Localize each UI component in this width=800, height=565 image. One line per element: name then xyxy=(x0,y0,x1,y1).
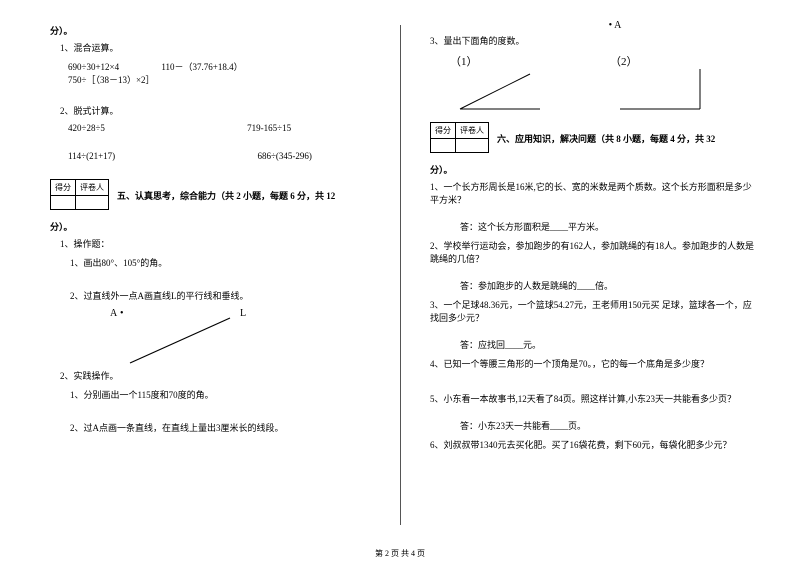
a3-ans: 答：应找回____元。 xyxy=(460,338,760,351)
q3-title: 3、量出下面角的度数。 xyxy=(430,34,760,47)
op2-s2: 2、过A点画一条直线，在直线上量出3厘米长的线段。 xyxy=(70,421,370,434)
grader-label: 评卷人 xyxy=(76,180,109,196)
op2-s1: 1、分别画出一个115度和70度的角。 xyxy=(70,388,370,401)
section5-header: 得分评卷人 五、认真思考，综合能力（共 2 小题，每题 6 分，共 12 xyxy=(50,179,370,210)
q2-row1: 420÷28÷5 719-165÷15 xyxy=(68,123,370,133)
angle-row: （1） （2） xyxy=(450,53,760,114)
expr: 686÷(345-296) xyxy=(257,151,311,161)
dot-icon: • xyxy=(120,308,124,319)
q1-expressions: 690÷30+12×4 110－（37.76+18.4） 750÷［（38－13… xyxy=(68,60,370,86)
a1-q: 1、一个长方形周长是16米,它的长、宽的米数是两个质数。这个长方形面积是多少平方… xyxy=(430,180,760,206)
expr: 110－（37.76+18.4） xyxy=(161,60,242,73)
page-footer: 第 2 页 共 4 页 xyxy=(0,548,800,559)
point-a-label: A xyxy=(110,308,117,319)
section6-header: 得分评卷人 六、应用知识，解决问题（共 8 小题，每题 4 分，共 32 xyxy=(430,122,760,153)
a2-q: 2、学校举行运动会，参加跑步的有162人，参加跳绳的有18人。参加跑步的人数是跳… xyxy=(430,239,760,265)
grader-cell xyxy=(76,196,109,210)
angle2-svg xyxy=(610,69,710,114)
expr: 750÷［（38－13）×2］ xyxy=(68,73,155,86)
score-box: 得分评卷人 xyxy=(50,179,109,210)
q2-row2: 114÷(21+17) 686÷(345-296) xyxy=(68,151,370,161)
angle1-svg xyxy=(450,69,550,114)
q2-title: 2、脱式计算。 xyxy=(60,104,370,117)
section6-title: 六、应用知识，解决问题（共 8 小题，每题 4 分，共 32 xyxy=(497,122,715,145)
paren1: （1） xyxy=(450,53,610,69)
line-svg xyxy=(110,308,250,366)
diag-line xyxy=(130,318,230,363)
score-label: 得分 xyxy=(51,180,76,196)
score-box: 得分评卷人 xyxy=(430,122,489,153)
op1-title: 1、操作题： xyxy=(60,237,370,250)
score-cell xyxy=(431,139,456,153)
a5-q: 5、小东看一本故事书,12天看了84页。照这样计算,小东23天一共能看多少页？ xyxy=(430,392,760,405)
score-cell xyxy=(51,196,76,210)
fen-close-6: 分）。 xyxy=(430,163,760,176)
score-label: 得分 xyxy=(431,123,456,139)
a3-q: 3、一个足球48.36元，一个篮球54.27元，王老师用150元买 足球，篮球各… xyxy=(430,298,760,324)
op1-s2: 2、过直线外一点A画直线L的平行线和垂线。 xyxy=(70,289,370,302)
angle1-ray xyxy=(460,74,530,109)
angle1-box: （1） xyxy=(450,53,610,114)
left-column: 分）。 1、混合运算。 690÷30+12×4 110－（37.76+18.4）… xyxy=(0,0,400,565)
point-a-top: • A xyxy=(470,20,760,31)
fen-close-top: 分）。 xyxy=(50,24,370,37)
right-column: • A 3、量出下面角的度数。 （1） （2） 得分评卷人 xyxy=(400,0,800,565)
expr: 114÷(21+17) xyxy=(68,151,115,161)
a1-ans: 答：这个长方形面积是____平方米。 xyxy=(460,220,760,233)
line-diagram: A • L xyxy=(110,308,370,366)
expr: 690÷30+12×4 xyxy=(68,62,119,72)
op2-title: 2、实践操作。 xyxy=(60,369,370,382)
grader-label: 评卷人 xyxy=(456,123,489,139)
op1-s1: 1、画出80°、105°的角。 xyxy=(70,256,370,269)
a6-q: 6、刘叔叔带1340元去买化肥。买了16袋花费，剩下60元，每袋化肥多少元？ xyxy=(430,438,760,451)
line-l-label: L xyxy=(240,308,246,319)
grader-cell xyxy=(456,139,489,153)
a5-ans: 答：小东23天一共能看____页。 xyxy=(460,419,760,432)
expr: 719-165÷15 xyxy=(247,123,291,133)
fen-close-5: 分）。 xyxy=(50,220,370,233)
angle2-box: （2） xyxy=(610,53,750,114)
paren2: （2） xyxy=(610,53,750,69)
q1-title: 1、混合运算。 xyxy=(60,41,370,54)
a4-q: 4、已知一个等腰三角形的一个顶角是70。，它的每一个底角是多少度？ xyxy=(430,357,760,370)
a2-ans: 答：参加跑步的人数是跳绳的____倍。 xyxy=(460,279,760,292)
section5-title: 五、认真思考，综合能力（共 2 小题，每题 6 分，共 12 xyxy=(117,179,335,202)
expr: 420÷28÷5 xyxy=(68,123,105,133)
